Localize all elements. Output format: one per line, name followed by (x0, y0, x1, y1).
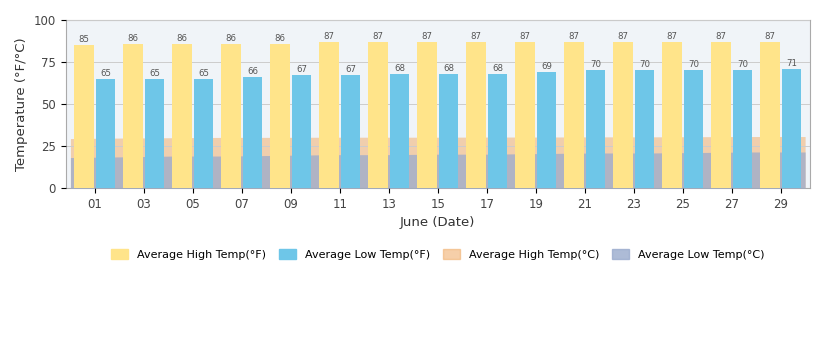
Text: 29.5: 29.5 (75, 129, 94, 138)
Text: 87: 87 (324, 32, 334, 41)
Text: 87: 87 (666, 32, 677, 41)
Bar (635, 71, 654, 188)
Text: 30.0: 30.0 (173, 128, 192, 137)
Text: 30.7: 30.7 (711, 127, 730, 136)
Text: 65: 65 (100, 69, 111, 78)
Text: 19.5: 19.5 (271, 146, 290, 155)
Bar (369, 42, 388, 188)
Bar (488, 74, 507, 188)
Text: 19.1: 19.1 (173, 147, 192, 156)
Text: 87: 87 (764, 32, 775, 41)
Bar (417, 42, 437, 188)
Bar (515, 42, 535, 188)
Text: 20.9: 20.9 (564, 143, 583, 152)
Text: 18.2: 18.2 (75, 148, 94, 157)
Legend: Average High Temp(°F), Average Low Temp(°F), Average High Temp(°C), Average Low : Average High Temp(°F), Average Low Temp(… (111, 249, 764, 260)
Text: 86: 86 (177, 34, 188, 42)
Text: 67: 67 (345, 66, 356, 75)
Text: 19.1: 19.1 (222, 147, 241, 156)
Text: 67: 67 (296, 66, 307, 75)
Bar (145, 79, 164, 188)
Bar (194, 79, 213, 188)
Bar (782, 69, 801, 188)
Text: 68: 68 (492, 64, 503, 73)
Bar (537, 72, 556, 188)
Text: 21.5: 21.5 (711, 143, 730, 151)
Bar (173, 43, 192, 188)
Text: 19.9: 19.9 (369, 145, 388, 154)
Text: 87: 87 (618, 32, 628, 41)
Bar (243, 77, 262, 188)
Bar (75, 45, 94, 188)
Bar (564, 42, 583, 188)
Bar (466, 42, 486, 188)
Text: 66: 66 (247, 67, 258, 76)
Bar (760, 42, 779, 188)
Text: 30.3: 30.3 (369, 127, 388, 136)
X-axis label: June (Date): June (Date) (400, 216, 476, 230)
Text: 29.8: 29.8 (124, 128, 143, 137)
Bar (439, 74, 458, 188)
Text: 30.4: 30.4 (466, 127, 486, 136)
Text: 69: 69 (541, 62, 552, 71)
Text: 65: 65 (198, 69, 209, 78)
Bar (124, 43, 143, 188)
Text: 87: 87 (569, 32, 579, 41)
Text: 86: 86 (128, 34, 139, 42)
Text: 30.2: 30.2 (222, 127, 241, 136)
Bar (733, 71, 752, 188)
Text: 87: 87 (422, 32, 432, 41)
Bar (222, 43, 241, 188)
Bar (711, 42, 730, 188)
Text: 87: 87 (373, 32, 383, 41)
Text: 86: 86 (275, 34, 286, 42)
Text: 68: 68 (394, 64, 405, 73)
Text: 30.2: 30.2 (271, 127, 290, 136)
Text: 30.4: 30.4 (515, 127, 535, 136)
Text: 65: 65 (149, 69, 160, 78)
Text: 85: 85 (79, 35, 90, 44)
Bar (271, 43, 290, 188)
Bar (684, 71, 703, 188)
Text: 70: 70 (590, 60, 601, 70)
Text: 68: 68 (443, 64, 454, 73)
Bar (390, 74, 409, 188)
Text: 20.2: 20.2 (417, 145, 437, 153)
Text: 30.5: 30.5 (613, 127, 632, 136)
Text: 20.6: 20.6 (515, 144, 535, 153)
Text: 30.3: 30.3 (320, 127, 339, 136)
Text: 70: 70 (688, 60, 699, 70)
Bar (341, 76, 360, 188)
Bar (96, 79, 115, 188)
Text: 20.9: 20.9 (613, 143, 632, 152)
Text: 18.6: 18.6 (124, 147, 143, 156)
Text: 70: 70 (737, 60, 748, 70)
Text: 21.5: 21.5 (760, 143, 779, 151)
Y-axis label: Temperature (°F/°C): Temperature (°F/°C) (15, 37, 28, 171)
Bar (320, 42, 339, 188)
Text: 30.7: 30.7 (760, 127, 779, 136)
Bar (613, 42, 632, 188)
Text: 70: 70 (639, 60, 650, 70)
Text: 86: 86 (226, 34, 237, 42)
Text: 71: 71 (786, 59, 797, 68)
Text: 19.9: 19.9 (320, 145, 339, 154)
Bar (292, 76, 311, 188)
Text: 30.3: 30.3 (417, 127, 437, 136)
Text: 87: 87 (715, 32, 726, 41)
Text: 30.6: 30.6 (662, 127, 681, 136)
Text: 87: 87 (520, 32, 530, 41)
Bar (662, 42, 681, 188)
Text: 87: 87 (471, 32, 481, 41)
Text: 30.5: 30.5 (564, 127, 583, 136)
Text: 20.2: 20.2 (466, 145, 486, 153)
Bar (586, 71, 605, 188)
Text: 21.2: 21.2 (662, 143, 681, 152)
